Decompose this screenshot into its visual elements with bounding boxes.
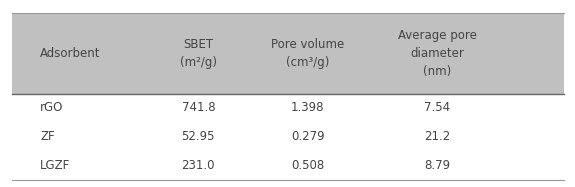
Bar xyxy=(12,13,564,94)
Text: rGO: rGO xyxy=(40,101,64,114)
Text: 8.79: 8.79 xyxy=(424,159,450,172)
Text: 231.0: 231.0 xyxy=(182,159,215,172)
Text: LGZF: LGZF xyxy=(40,159,71,172)
Text: SBET
(m²/g): SBET (m²/g) xyxy=(180,38,217,69)
Text: Average pore
diameter
(nm): Average pore diameter (nm) xyxy=(397,29,477,78)
Text: 0.279: 0.279 xyxy=(291,130,324,143)
Text: 52.95: 52.95 xyxy=(182,130,215,143)
Text: 0.508: 0.508 xyxy=(291,159,324,172)
Text: 1.398: 1.398 xyxy=(291,101,324,114)
Text: Adsorbent: Adsorbent xyxy=(40,47,101,60)
Text: 21.2: 21.2 xyxy=(424,130,450,143)
Text: 741.8: 741.8 xyxy=(182,101,215,114)
Text: Pore volume
(cm³/g): Pore volume (cm³/g) xyxy=(271,38,344,69)
Text: 7.54: 7.54 xyxy=(424,101,450,114)
Text: ZF: ZF xyxy=(40,130,55,143)
